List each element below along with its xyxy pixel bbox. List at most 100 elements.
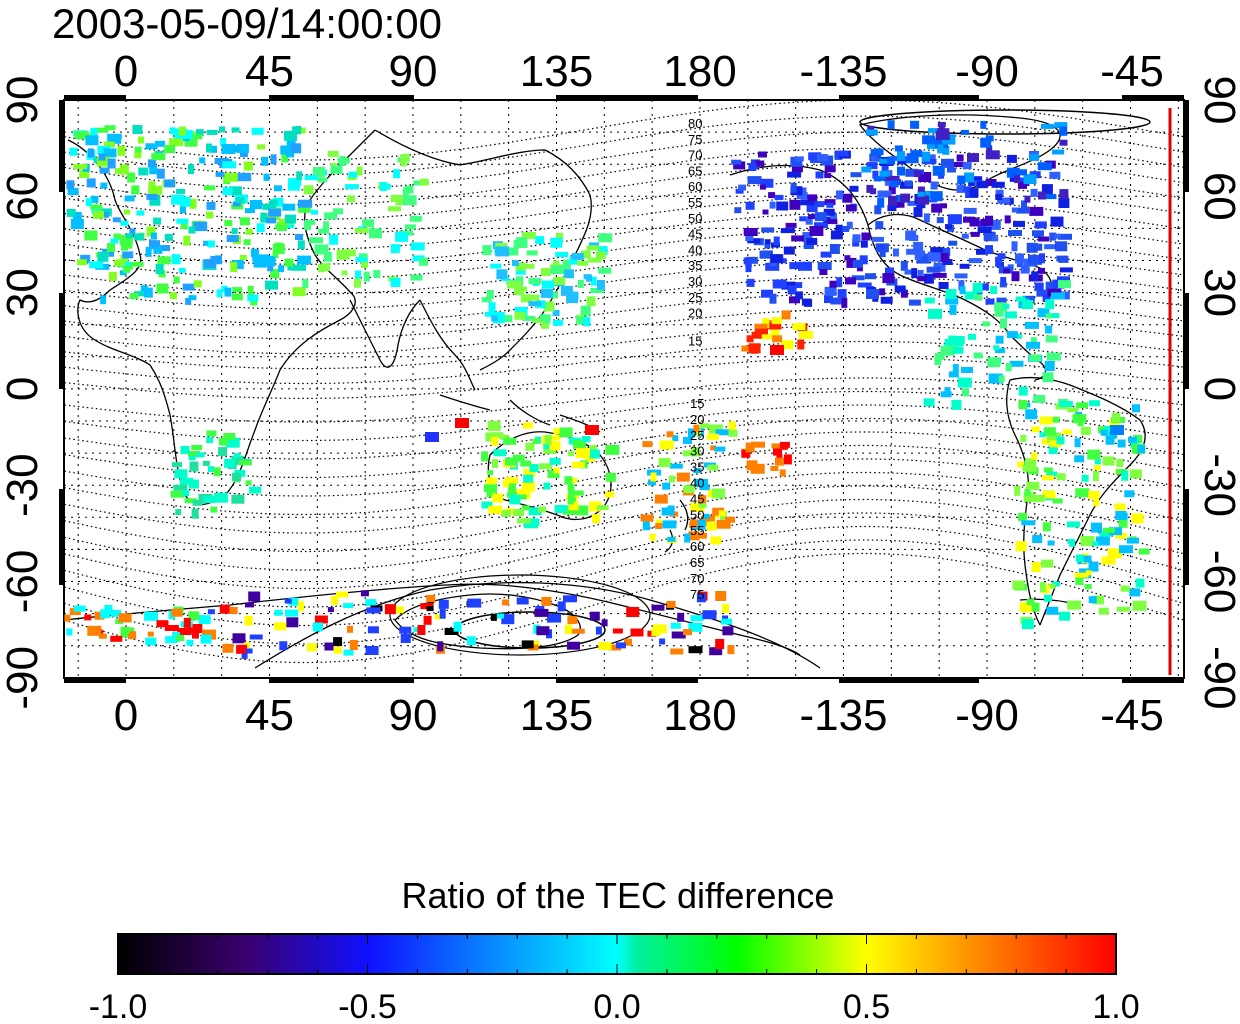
contour-label: 35	[690, 460, 704, 475]
tec-data-cell	[837, 289, 847, 299]
tec-data-cell	[172, 462, 182, 468]
top-lon-label: 45	[245, 47, 294, 96]
tec-data-cell	[942, 259, 953, 265]
tec-data-cell	[938, 282, 949, 289]
tec-data-cell	[553, 467, 560, 474]
tec-data-cell	[496, 269, 508, 280]
tec-data-cell	[967, 333, 976, 340]
left-lat-label: -30	[0, 453, 47, 517]
tec-data-cell	[206, 430, 217, 437]
tec-data-cell	[963, 186, 973, 192]
tec-data-cell	[813, 201, 825, 208]
tec-data-cell	[425, 432, 439, 442]
tec-data-cell	[692, 428, 701, 436]
tec-data-cell	[926, 266, 941, 273]
tec-data-cell	[957, 175, 966, 185]
tec-data-cell	[1056, 436, 1065, 445]
tec-data-cell	[66, 208, 76, 217]
tec-data-cell	[745, 256, 758, 264]
tec-data-cell	[115, 168, 124, 175]
tec-data-cell	[95, 127, 109, 133]
tec-data-cell	[250, 298, 258, 306]
tec-data-cell	[986, 219, 1001, 230]
tec-data-cell	[402, 195, 417, 206]
tec-data-cell	[1018, 386, 1028, 396]
tec-data-cell	[528, 507, 542, 516]
tec-data-cell	[693, 468, 702, 474]
tec-data-cell	[536, 626, 550, 636]
tec-data-cell	[180, 446, 190, 454]
tec-data-cell	[178, 126, 186, 136]
tec-data-cell	[684, 533, 691, 543]
tec-data-cell	[400, 160, 407, 167]
tec-data-cell	[968, 258, 982, 264]
colorbar-title: Ratio of the TEC difference	[402, 875, 835, 916]
tec-data-cell	[336, 591, 348, 598]
tec-data-cell	[824, 295, 833, 304]
tec-data-cell	[860, 240, 868, 248]
tec-data-cell	[80, 254, 91, 263]
tec-data-cell	[852, 238, 860, 247]
tec-data-cell	[90, 195, 99, 203]
tec-data-cell	[503, 480, 510, 488]
tec-data-cell	[100, 211, 109, 218]
tec-data-cell	[1080, 426, 1091, 435]
tec-data-cell	[505, 247, 519, 256]
tec-data-cell	[951, 399, 962, 410]
tec-data-cell	[409, 215, 422, 222]
tec-data-cell	[187, 451, 200, 456]
right-lat-label: 0	[1195, 377, 1240, 401]
tec-data-cell	[919, 250, 926, 257]
tec-data-cell	[770, 254, 784, 264]
tec-data-cell	[1052, 581, 1060, 587]
tec-data-cell	[769, 201, 776, 209]
tec-data-cell	[516, 597, 529, 605]
tec-data-cell	[236, 197, 245, 203]
tec-data-cell	[1008, 230, 1022, 236]
tec-data-cell	[150, 232, 157, 240]
tec-data-cell	[206, 129, 218, 135]
tec-data-cell	[554, 505, 566, 513]
tec-data-cell	[153, 246, 163, 254]
tec-data-cell	[800, 199, 815, 206]
tec-data-cell	[761, 289, 773, 298]
tec-data-cell	[393, 169, 401, 179]
tec-data-cell	[380, 182, 387, 191]
tec-data-cell	[85, 135, 99, 146]
tec-data-cell	[124, 195, 135, 202]
tec-data-cell	[512, 454, 525, 462]
tec-data-cell	[221, 144, 236, 154]
tec-data-cell	[1028, 254, 1042, 265]
tec-data-cell	[1039, 432, 1046, 438]
tec-data-cell	[302, 279, 309, 289]
tec-data-cell	[764, 243, 771, 249]
tec-data-cell	[522, 422, 533, 429]
tec-data-cell	[722, 626, 734, 636]
tec-data-cell	[164, 145, 176, 154]
tec-data-cell	[404, 224, 416, 230]
tec-data-cell	[539, 463, 553, 470]
tec-data-cell	[434, 614, 442, 620]
tec-data-cell	[683, 437, 692, 444]
bottom-lon-label: -135	[799, 691, 887, 740]
tec-data-cell	[132, 261, 144, 267]
tec-data-cell	[1098, 607, 1109, 615]
tec-data-cell	[193, 280, 202, 288]
tec-data-cell	[814, 222, 828, 229]
tec-data-cell	[153, 217, 162, 225]
tec-data-cell	[580, 250, 591, 259]
contour-label: 30	[690, 444, 704, 459]
tec-data-cell	[88, 148, 94, 158]
tec-data-cell	[400, 634, 411, 643]
top-lon-label: -135	[799, 47, 887, 96]
tec-data-cell	[1087, 449, 1101, 460]
tec-data-cell	[810, 158, 823, 163]
tec-data-cell	[1021, 520, 1036, 526]
tec-data-cell	[923, 398, 935, 407]
tec-data-cell	[849, 185, 859, 192]
tec-data-cell	[230, 262, 238, 272]
tec-data-cell	[1074, 455, 1085, 463]
tec-data-cell	[222, 643, 234, 653]
tec-data-cell	[640, 514, 654, 522]
tec-data-cell	[887, 120, 895, 130]
